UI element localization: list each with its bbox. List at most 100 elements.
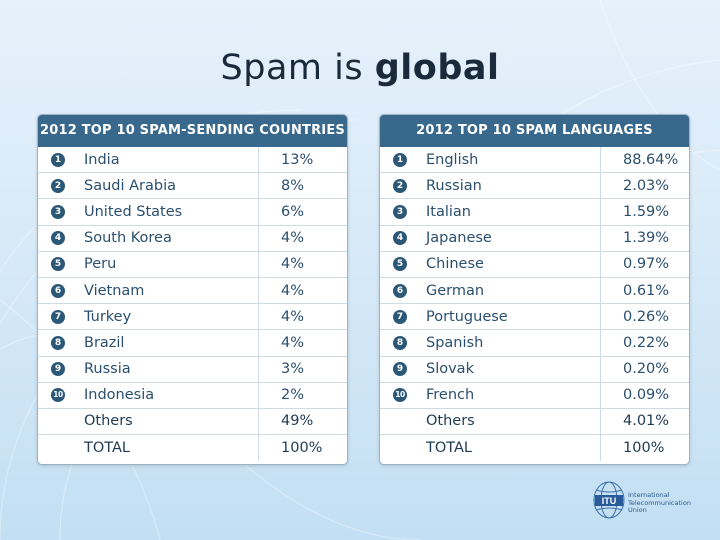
total-row: TOTAL 100% <box>380 435 689 462</box>
country-name: Russia <box>84 361 131 378</box>
language-share: 2.03% <box>600 173 689 199</box>
country-name: Indonesia <box>84 387 155 404</box>
country-name: Turkey <box>84 308 132 325</box>
others-label: Others <box>84 413 133 430</box>
rank-badge: 1 <box>393 152 407 167</box>
table-row: 9 Slovak 0.20% <box>380 356 689 383</box>
table-row: 6 German 0.61% <box>380 277 689 305</box>
table-row: 2 Russian 2.03% <box>380 173 689 200</box>
table-row: 7 Turkey 4% <box>38 304 347 331</box>
language-name: German <box>426 282 485 299</box>
country-share: 6% <box>258 199 347 225</box>
table-row: 3 Italian 1.59% <box>380 199 689 226</box>
country-share: 4% <box>258 225 347 251</box>
language-name: French <box>426 387 475 404</box>
languages-table-body: 1 English 88.64% 2 Russian 2.03% 3 Italian 1.5… <box>380 147 689 462</box>
country-share: 8% <box>258 173 347 199</box>
country-share: 4% <box>258 277 347 304</box>
language-name: English <box>426 151 479 168</box>
total-label: TOTAL <box>426 440 472 457</box>
total-label: TOTAL <box>84 440 130 457</box>
rank-badge: 3 <box>51 204 65 219</box>
language-share: 0.61% <box>600 277 689 304</box>
others-label: Others <box>426 413 475 430</box>
country-name: Brazil <box>84 334 125 351</box>
table-row: 4 Japanese 1.39% <box>380 225 689 252</box>
globe-icon: ITU <box>593 481 625 519</box>
rank-badge: 2 <box>393 178 407 193</box>
rank-badge: 8 <box>393 335 407 350</box>
logo-line: Union <box>628 506 647 514</box>
country-name: Vietnam <box>84 282 145 299</box>
total-value: 100% <box>600 435 689 462</box>
table-row: 2 Saudi Arabia 8% <box>38 173 347 200</box>
language-share: 88.64% <box>600 147 689 173</box>
language-share: 1.39% <box>600 225 689 251</box>
languages-table: 2012 TOP 10 SPAM LANGUAGES 1 English 88.64… <box>379 114 690 465</box>
country-share: 4% <box>258 330 347 356</box>
rank-badge: 5 <box>393 257 407 272</box>
itu-logo: ITU International Telecommunication Unio… <box>592 478 702 522</box>
country-share: 4% <box>258 304 347 330</box>
rank-badge: 3 <box>393 204 407 219</box>
others-row: Others 49% <box>38 408 347 436</box>
rank-badge: 8 <box>51 335 65 350</box>
total-value: 100% <box>258 435 347 462</box>
total-row: TOTAL 100% <box>38 435 347 462</box>
rank-badge: 10 <box>51 388 65 403</box>
others-value: 49% <box>258 408 347 435</box>
languages-table-header: 2012 TOP 10 SPAM LANGUAGES <box>380 115 689 147</box>
countries-table-header: 2012 TOP 10 SPAM-SENDING COUNTRIES <box>38 115 347 147</box>
title-regular: Spam is <box>220 48 364 88</box>
language-name: Slovak <box>426 361 474 378</box>
country-share: 3% <box>258 356 347 382</box>
language-name: Japanese <box>426 230 492 247</box>
rank-badge: 1 <box>51 152 65 167</box>
rank-badge: 6 <box>393 283 407 298</box>
table-row: 8 Spanish 0.22% <box>380 330 689 357</box>
country-share: 4% <box>258 251 347 277</box>
language-name: Italian <box>426 203 471 220</box>
table-row: 9 Russia 3% <box>38 356 347 383</box>
others-row: Others 4.01% <box>380 408 689 436</box>
language-share: 0.20% <box>600 356 689 382</box>
countries-table-body: 1 India 13% 2 Saudi Arabia 8% 3 United States… <box>38 147 347 462</box>
language-share: 0.09% <box>600 382 689 408</box>
language-share: 1.59% <box>600 199 689 225</box>
title-bold: global <box>374 48 500 88</box>
language-share: 0.26% <box>600 304 689 330</box>
logo-line: International <box>628 491 670 499</box>
language-share: 0.22% <box>600 330 689 356</box>
logo-abbr: ITU <box>602 496 617 506</box>
language-name: Spanish <box>426 334 484 351</box>
rank-badge: 4 <box>393 231 407 246</box>
rank-badge: 2 <box>51 178 65 193</box>
country-name: United States <box>84 203 183 220</box>
table-row: 8 Brazil 4% <box>38 330 347 357</box>
logo-text: International Telecommunication Union <box>628 491 700 515</box>
country-share: 2% <box>258 382 347 408</box>
logo-line: Telecommunication <box>628 498 691 507</box>
countries-table: 2012 TOP 10 SPAM-SENDING COUNTRIES 1 Indi… <box>37 114 348 465</box>
rank-badge: 5 <box>51 257 65 272</box>
country-name: Peru <box>84 256 117 273</box>
language-name: Portuguese <box>426 308 508 325</box>
table-row: 5 Peru 4% <box>38 251 347 278</box>
rank-badge: 6 <box>51 283 65 298</box>
table-row: 4 South Korea 4% <box>38 225 347 252</box>
country-name: India <box>84 151 120 168</box>
table-row: 10 Indonesia 2% <box>38 382 347 409</box>
rank-badge: 4 <box>51 231 65 246</box>
language-name: Russian <box>426 177 482 194</box>
rank-badge: 9 <box>51 362 65 377</box>
language-name: Chinese <box>426 256 484 273</box>
table-row: 10 French 0.09% <box>380 382 689 409</box>
table-row: 1 English 88.64% <box>380 147 689 174</box>
table-row: 3 United States 6% <box>38 199 347 226</box>
rank-badge: 9 <box>393 362 407 377</box>
table-row: 5 Chinese 0.97% <box>380 251 689 278</box>
rank-badge: 7 <box>51 309 65 324</box>
table-row: 7 Portuguese 0.26% <box>380 304 689 331</box>
slide-title: Spam is global <box>0 48 720 88</box>
rank-badge: 7 <box>393 309 407 324</box>
